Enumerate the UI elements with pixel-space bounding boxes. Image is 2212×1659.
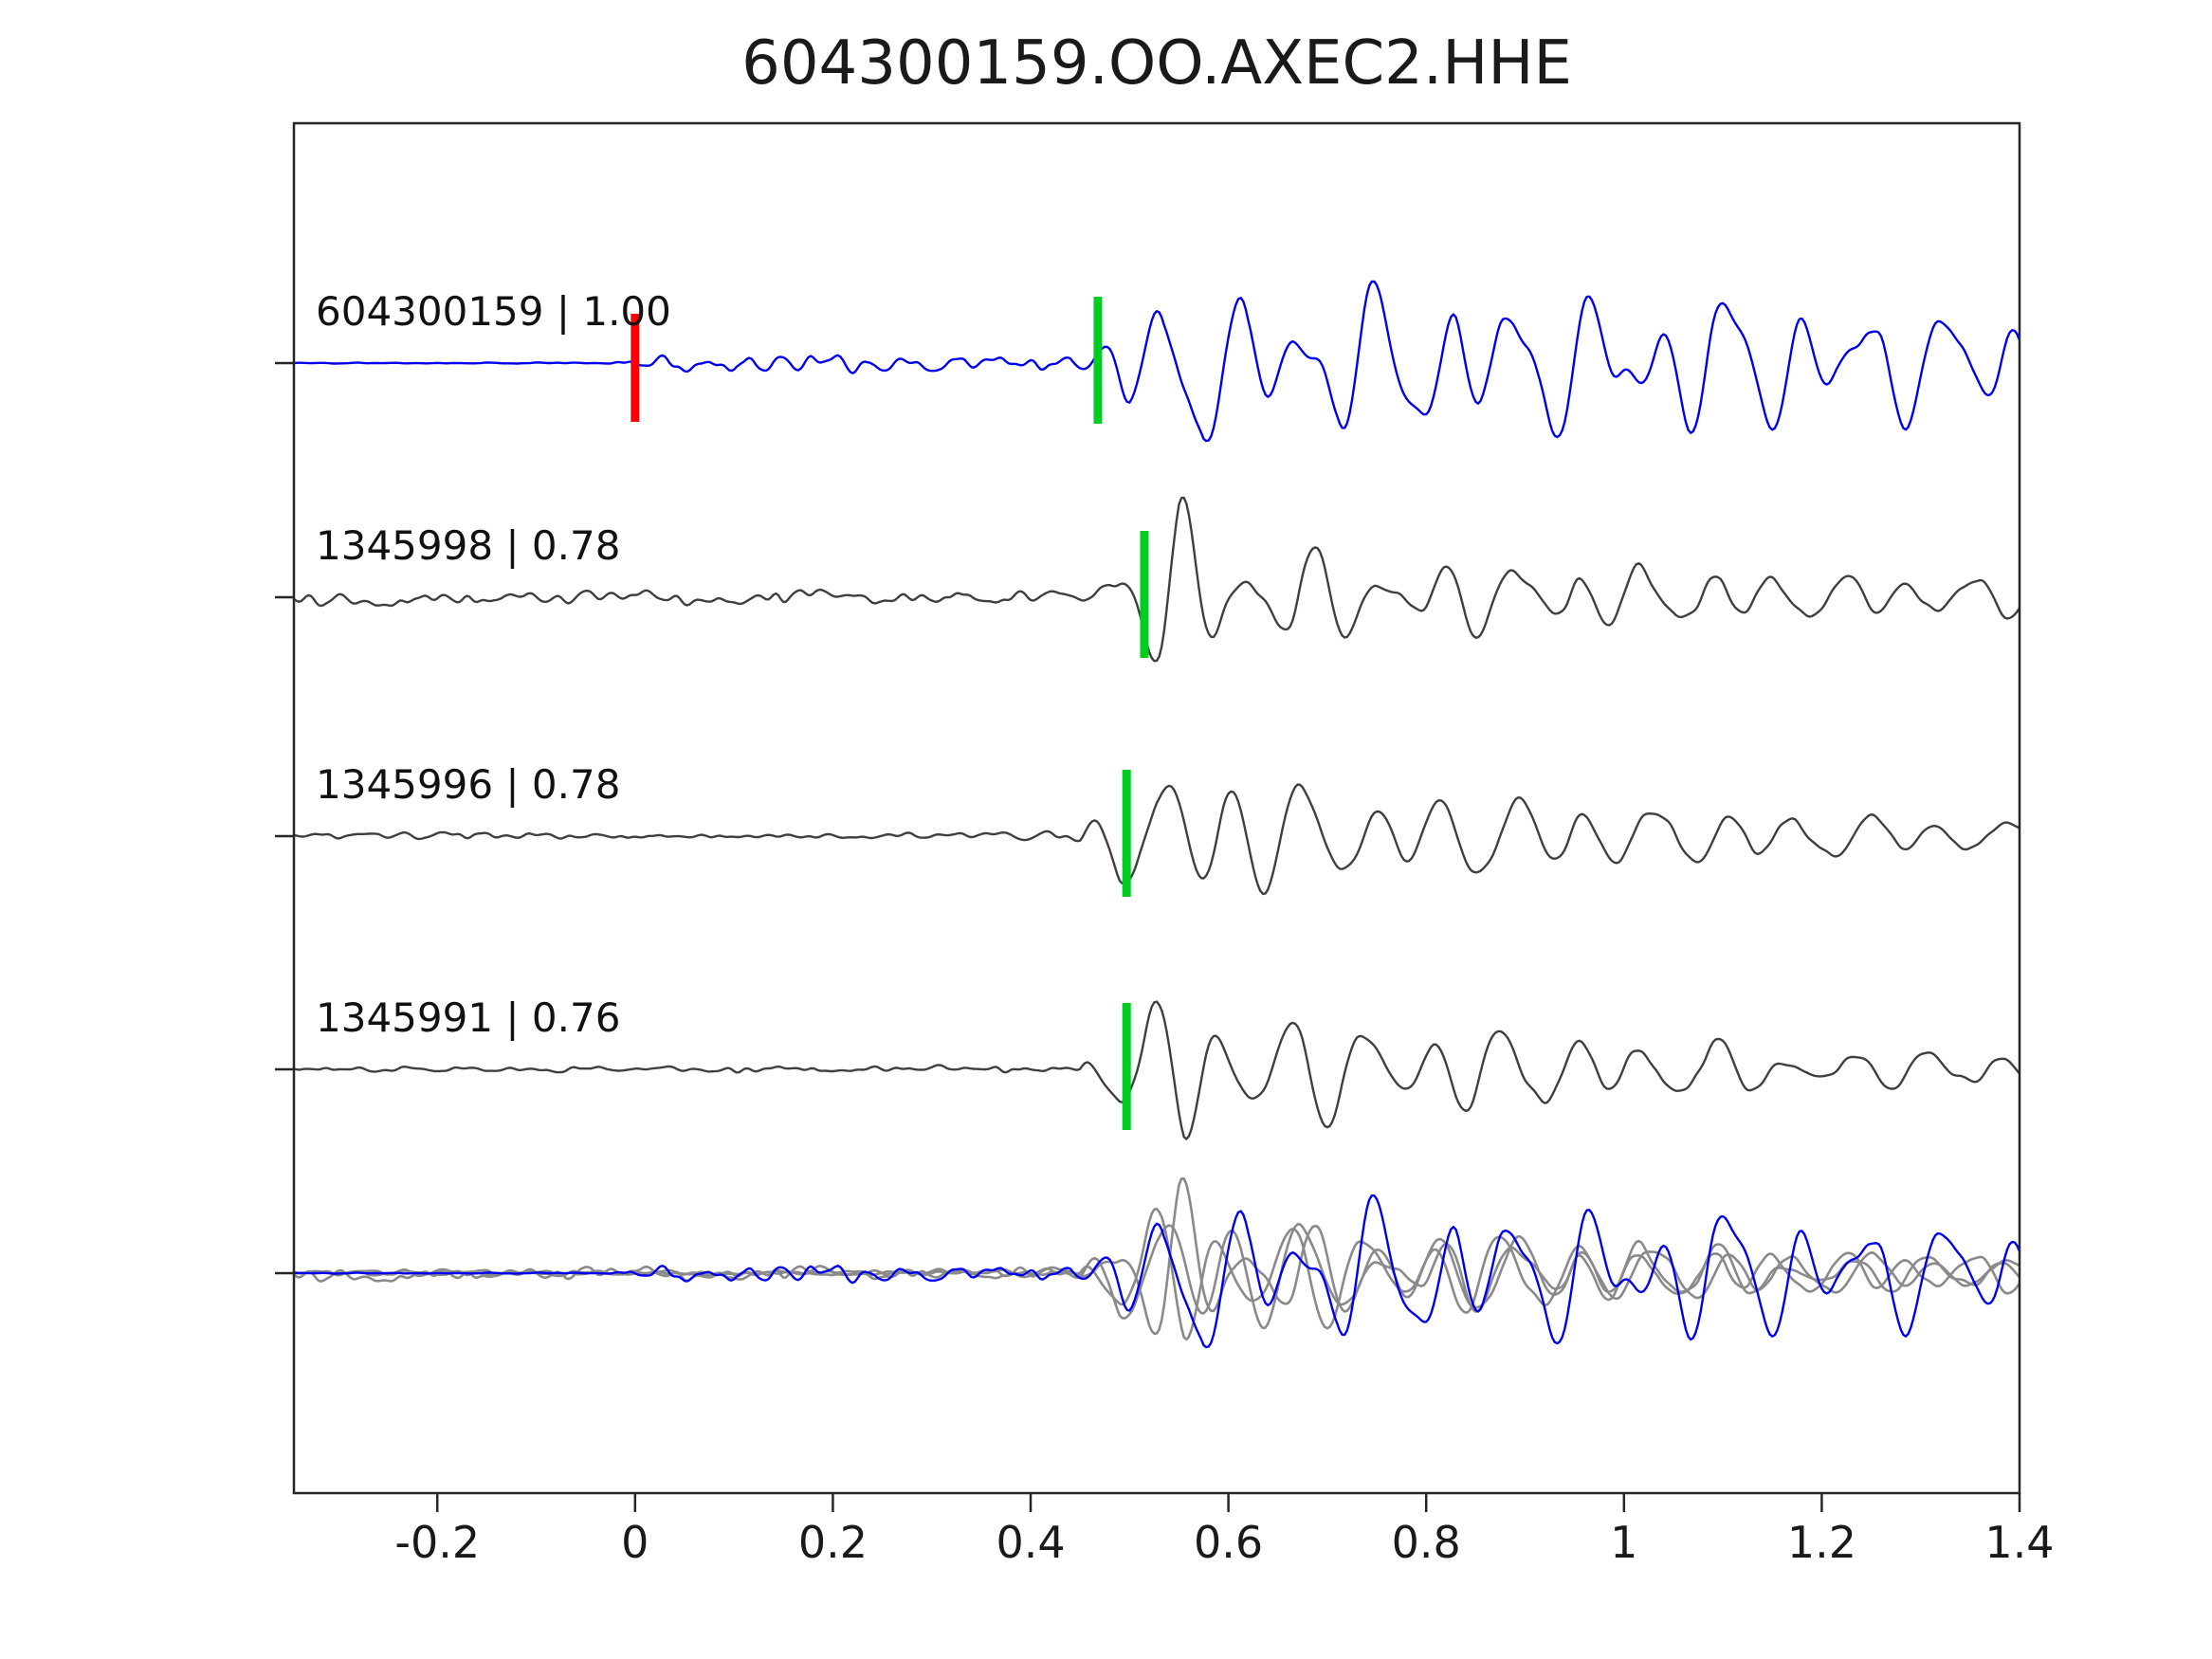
chart-title: 604300159.OO.AXEC2.HHE xyxy=(741,28,1572,99)
marker-group xyxy=(631,297,1149,1130)
overlay-trace-604300159 xyxy=(294,1194,2020,1349)
x-tick-label: 0.2 xyxy=(798,1517,868,1568)
trace-label-1345998: 1345998 | 0.78 xyxy=(316,522,620,569)
pick-marker-1345998 xyxy=(1140,531,1149,658)
overlay-trace-1345998 xyxy=(294,1177,2020,1336)
x-tick-label: -0.2 xyxy=(394,1517,480,1568)
x-tick-label: 0.4 xyxy=(996,1517,1065,1568)
origin-marker xyxy=(631,314,640,422)
pick-marker-1345996 xyxy=(1122,770,1131,897)
x-tick-label: 1 xyxy=(1610,1517,1637,1568)
pick-marker-1345991 xyxy=(1122,1003,1131,1130)
trace-label-1345996: 1345996 | 0.78 xyxy=(316,761,620,808)
x-axis: -0.2 0 0.2 0.4 0.6 0.8 1 1.2 1.4 xyxy=(394,1493,2055,1568)
x-tick-label: 1.4 xyxy=(1984,1517,2054,1568)
trace-label-604300159: 604300159 | 1.00 xyxy=(316,288,671,335)
y-axis xyxy=(275,361,294,1275)
waveform-trace-604300159 xyxy=(294,280,2020,443)
plot-area-border xyxy=(292,121,2021,1495)
trace-label-group: 604300159 | 1.00 1345998 | 0.78 1345996 | … xyxy=(316,288,671,1041)
waveform-trace-1345998 xyxy=(294,496,2020,663)
trace-group xyxy=(294,280,2020,1349)
x-tick-label: 0 xyxy=(621,1517,649,1568)
x-tick-label: 0.6 xyxy=(1194,1517,1263,1568)
x-tick-label: 0.8 xyxy=(1392,1517,1461,1568)
waveform-trace-1345991 xyxy=(294,1000,2020,1140)
pick-marker-604300159 xyxy=(1093,297,1103,424)
waveform-trace-1345996 xyxy=(294,783,2020,896)
trace-label-1345991: 1345991 | 0.76 xyxy=(316,994,620,1041)
x-tick-label: 1.2 xyxy=(1787,1517,1856,1568)
